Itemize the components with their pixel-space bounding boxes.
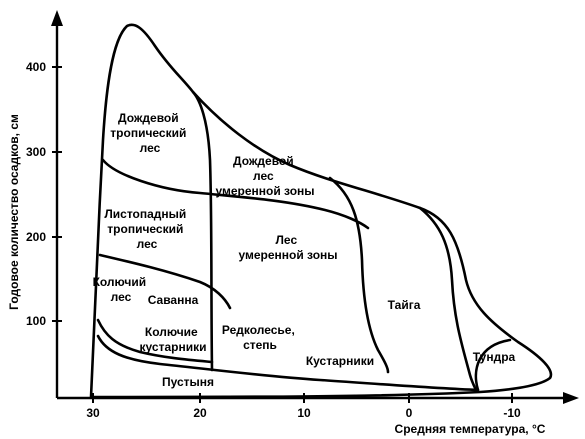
biome-outer-boundary bbox=[89, 23, 553, 399]
biome-taiga: Тайга bbox=[388, 298, 421, 312]
x-axis-title: Средняя температура, °C bbox=[395, 422, 546, 436]
y-axis-title: Годовое количество осадков, см bbox=[7, 114, 21, 310]
boundary-taiga-right bbox=[418, 206, 478, 392]
boundary-thorn-forest-bottom bbox=[96, 318, 214, 364]
biome-savanna: Саванна bbox=[148, 293, 199, 307]
boundary-tropical-rain-bottom bbox=[101, 158, 370, 230]
y-axis-arrow bbox=[51, 10, 63, 26]
biome-thorn-scrub: Колючие кустарники bbox=[140, 325, 207, 354]
boundary-temperate-rain-right bbox=[328, 176, 390, 374]
biome-temperate-forest: Лес умеренной зоны bbox=[238, 233, 337, 262]
biome-desert: Пустыня bbox=[162, 375, 214, 389]
biome-tundra: Тундра bbox=[473, 350, 516, 364]
x-axis-arrow bbox=[563, 392, 579, 404]
boundary-deciduous-bottom bbox=[98, 253, 232, 310]
biome-thorn-forest: Колючий лес bbox=[93, 275, 150, 304]
x-tick-label-0: 0 bbox=[406, 406, 413, 420]
y-tick-label-400: 400 bbox=[26, 60, 46, 74]
y-tick-label-300: 300 bbox=[26, 145, 46, 159]
x-tick-label-30: 30 bbox=[86, 406, 100, 420]
x-tick-label-10: 10 bbox=[297, 406, 311, 420]
x-tick-label-20: 20 bbox=[193, 406, 207, 420]
biome-woodland-steppe: Редколесье, степь bbox=[222, 323, 298, 352]
x-tick-label-minus10: -10 bbox=[503, 406, 521, 420]
y-tick-label-200: 200 bbox=[26, 230, 46, 244]
biome-temperate-rainforest: Дождевой лес умеренной зоны bbox=[215, 154, 314, 198]
boundary-desert-top bbox=[96, 334, 480, 392]
y-tick-label-100: 100 bbox=[26, 314, 46, 328]
biome-shrubland: Кустарники bbox=[306, 354, 374, 368]
boundary-vertical-20 bbox=[191, 90, 214, 372]
boundary-tundra-left bbox=[474, 338, 512, 392]
biome-tropical-rainforest: Дождевой тропический лес bbox=[110, 111, 189, 155]
biome-tropical-deciduous: Листопадный тропический лес bbox=[104, 207, 189, 251]
